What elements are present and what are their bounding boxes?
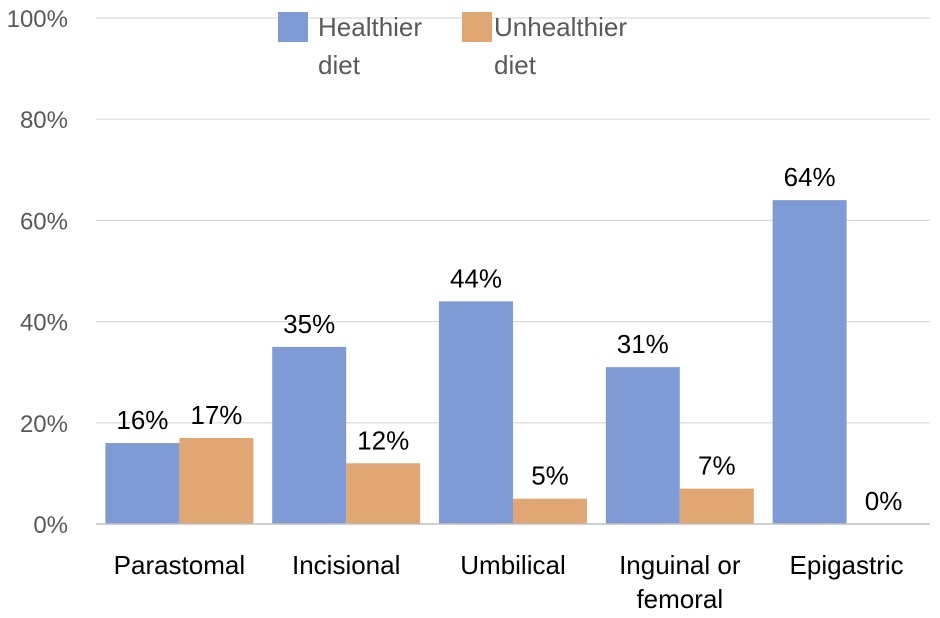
bar (179, 437, 254, 524)
bar (105, 443, 180, 524)
y-tick-label: 60% (20, 208, 68, 235)
legend-label: Healthier (318, 12, 422, 42)
data-label: 0% (865, 486, 903, 516)
bar (346, 463, 421, 524)
legend-label: diet (318, 50, 361, 80)
data-label: 12% (357, 425, 409, 455)
y-tick-label: 0% (33, 512, 68, 539)
data-label: 31% (617, 329, 669, 359)
data-label: 17% (190, 400, 242, 430)
data-label: 44% (450, 263, 502, 293)
data-label: 7% (698, 451, 736, 481)
bar (513, 498, 587, 524)
bar (439, 301, 513, 524)
x-tick-label: Inguinal or (619, 550, 741, 580)
y-tick-label: 100% (7, 6, 68, 33)
bar (605, 367, 680, 524)
legend-label: Unhealthier (494, 12, 627, 42)
data-label: 64% (784, 162, 836, 192)
legend: Healthier diet Unhealthier diet (278, 12, 627, 80)
legend-swatch (462, 12, 492, 42)
data-label: 5% (531, 461, 569, 491)
y-tick-label: 20% (20, 411, 68, 438)
data-labels: 16% 17% 35% 12% 44% 5% 31% 7% 64% 0% (116, 162, 902, 516)
y-axis: 0% 20% 40% 60% 80% 100% (7, 6, 68, 539)
x-tick-label: femoral (636, 584, 723, 614)
x-tick-label: Umbilical (460, 550, 565, 580)
bar (679, 488, 754, 524)
legend-swatch (278, 12, 308, 42)
bars (105, 200, 847, 524)
x-tick-label: Incisional (292, 550, 400, 580)
y-tick-label: 40% (20, 310, 68, 337)
bar (772, 200, 847, 524)
legend-label: diet (494, 50, 537, 80)
x-tick-label: Parastomal (114, 550, 246, 580)
data-label: 16% (116, 405, 168, 435)
bar (272, 346, 347, 524)
data-label: 35% (283, 309, 335, 339)
x-axis: Parastomal Incisional Umbilical Inguinal or… (96, 523, 930, 614)
y-tick-label: 80% (20, 107, 68, 134)
x-tick-label: Epigastric (790, 550, 904, 580)
